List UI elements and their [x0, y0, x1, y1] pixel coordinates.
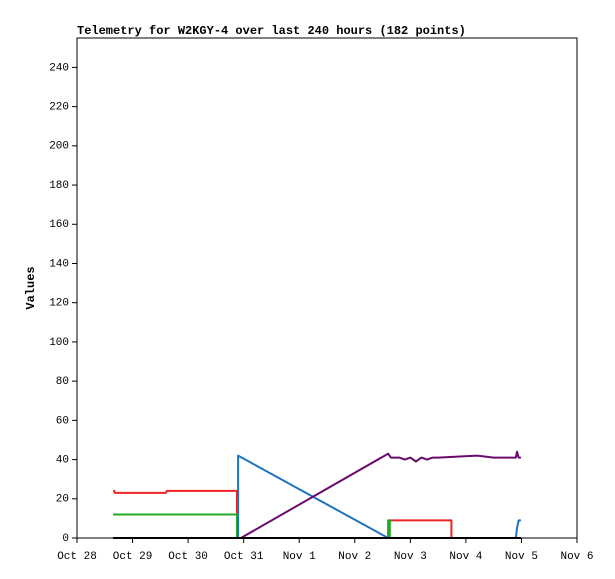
y-tick-label: 100: [49, 337, 69, 349]
x-tick-label: Oct 29: [113, 551, 153, 563]
x-tick-label: Nov 4: [449, 551, 482, 563]
x-tick-label: Nov 2: [338, 551, 371, 563]
x-tick-label: Oct 30: [168, 551, 208, 563]
x-tick-label: Nov 1: [283, 551, 316, 563]
y-tick-label: 140: [49, 258, 69, 270]
y-tick-label: 120: [49, 298, 69, 310]
y-tick-label: 180: [49, 180, 69, 192]
y-tick-label: 200: [49, 141, 69, 153]
y-tick-label: 240: [49, 62, 69, 74]
series-line: [240, 450, 521, 539]
series-line: [237, 454, 521, 539]
x-tick-label: Oct 28: [57, 551, 97, 563]
y-tick-label: 60: [56, 415, 69, 427]
y-tick-label: 160: [49, 219, 69, 231]
x-tick-label: Nov 6: [560, 551, 593, 563]
y-tick-label: 40: [56, 454, 69, 466]
y-tick-label: 0: [62, 533, 69, 545]
series-line: [113, 513, 391, 539]
y-tick-label: 20: [56, 494, 69, 506]
series-line: [113, 489, 453, 539]
x-tick-label: Nov 5: [505, 551, 538, 563]
x-tick-label: Nov 3: [394, 551, 427, 563]
y-axis-label: Values: [24, 266, 38, 309]
x-tick-label: Oct 31: [224, 551, 264, 563]
y-tick-label: 80: [56, 376, 69, 388]
y-tick-label: 220: [49, 102, 69, 114]
plot-frame: [76, 37, 578, 539]
chart-title: Telemetry for W2KGY-4 over last 240 hour…: [77, 24, 466, 38]
